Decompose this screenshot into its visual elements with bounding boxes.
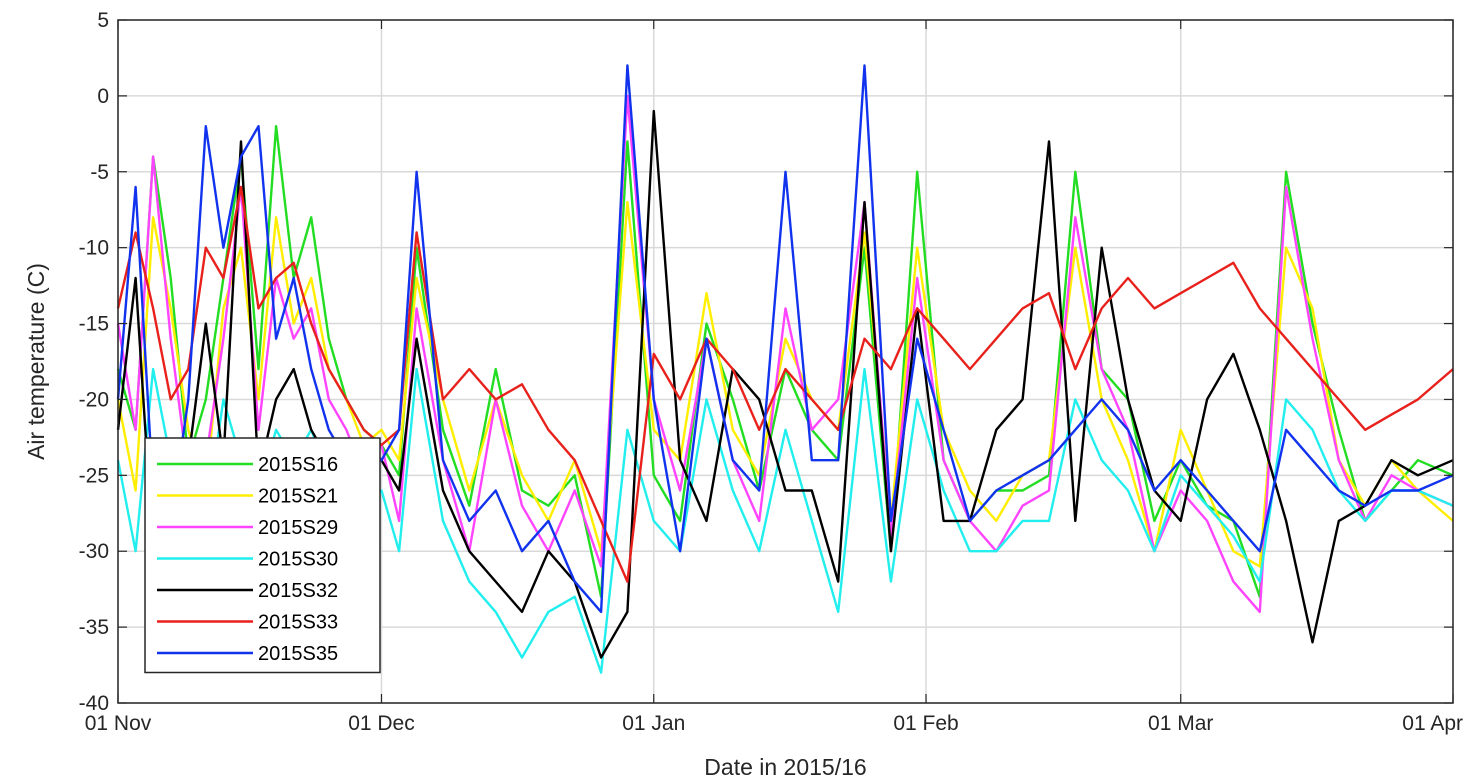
y-tick-label: -40 (79, 692, 109, 715)
y-tick-label: 5 (97, 9, 109, 32)
y-axis-title: Air temperature (C) (23, 263, 49, 460)
y-tick-label: -30 (79, 540, 109, 563)
y-tick-label: 0 (97, 85, 109, 108)
x-tick-label: 01 Jan (622, 712, 685, 735)
x-axis-title: Date in 2015/16 (704, 754, 866, 780)
y-tick-label: -5 (90, 161, 109, 184)
series-line-2015S32 (116, 109, 1454, 659)
x-tick-label: 01 Apr (1402, 712, 1463, 735)
x-tick-label: 01 Dec (348, 712, 415, 735)
y-tick-label: -25 (79, 464, 109, 487)
y-tick-label: -35 (79, 616, 109, 639)
series-line-2015S21 (116, 200, 1454, 568)
legend-label: 2015S33 (258, 612, 338, 634)
series-line-2015S35 (116, 64, 1454, 614)
legend-label: 2015S16 (258, 454, 338, 476)
legend-label: 2015S29 (258, 517, 338, 539)
legend-label: 2015S30 (258, 549, 338, 571)
plot-frame (117, 19, 1454, 704)
legend-box (144, 437, 381, 674)
y-tick-label: -15 (79, 313, 109, 336)
legend: 2015S16 2015S21 2015S29 2015S30 2015S32 2015S… (144, 437, 381, 674)
series-layer (116, 64, 1454, 674)
x-tick-label: 01 Feb (893, 712, 958, 735)
x-tick-label: 01 Nov (85, 712, 152, 735)
y-tick-label: -20 (79, 388, 109, 411)
x-tick-label: 01 Mar (1148, 712, 1213, 735)
y-tick-label: -10 (79, 237, 109, 260)
legend-label: 2015S32 (258, 580, 338, 602)
legend-label: 2015S21 (258, 486, 338, 508)
series-line-2015S16 (116, 124, 1454, 598)
legend-label: 2015S35 (258, 643, 338, 665)
